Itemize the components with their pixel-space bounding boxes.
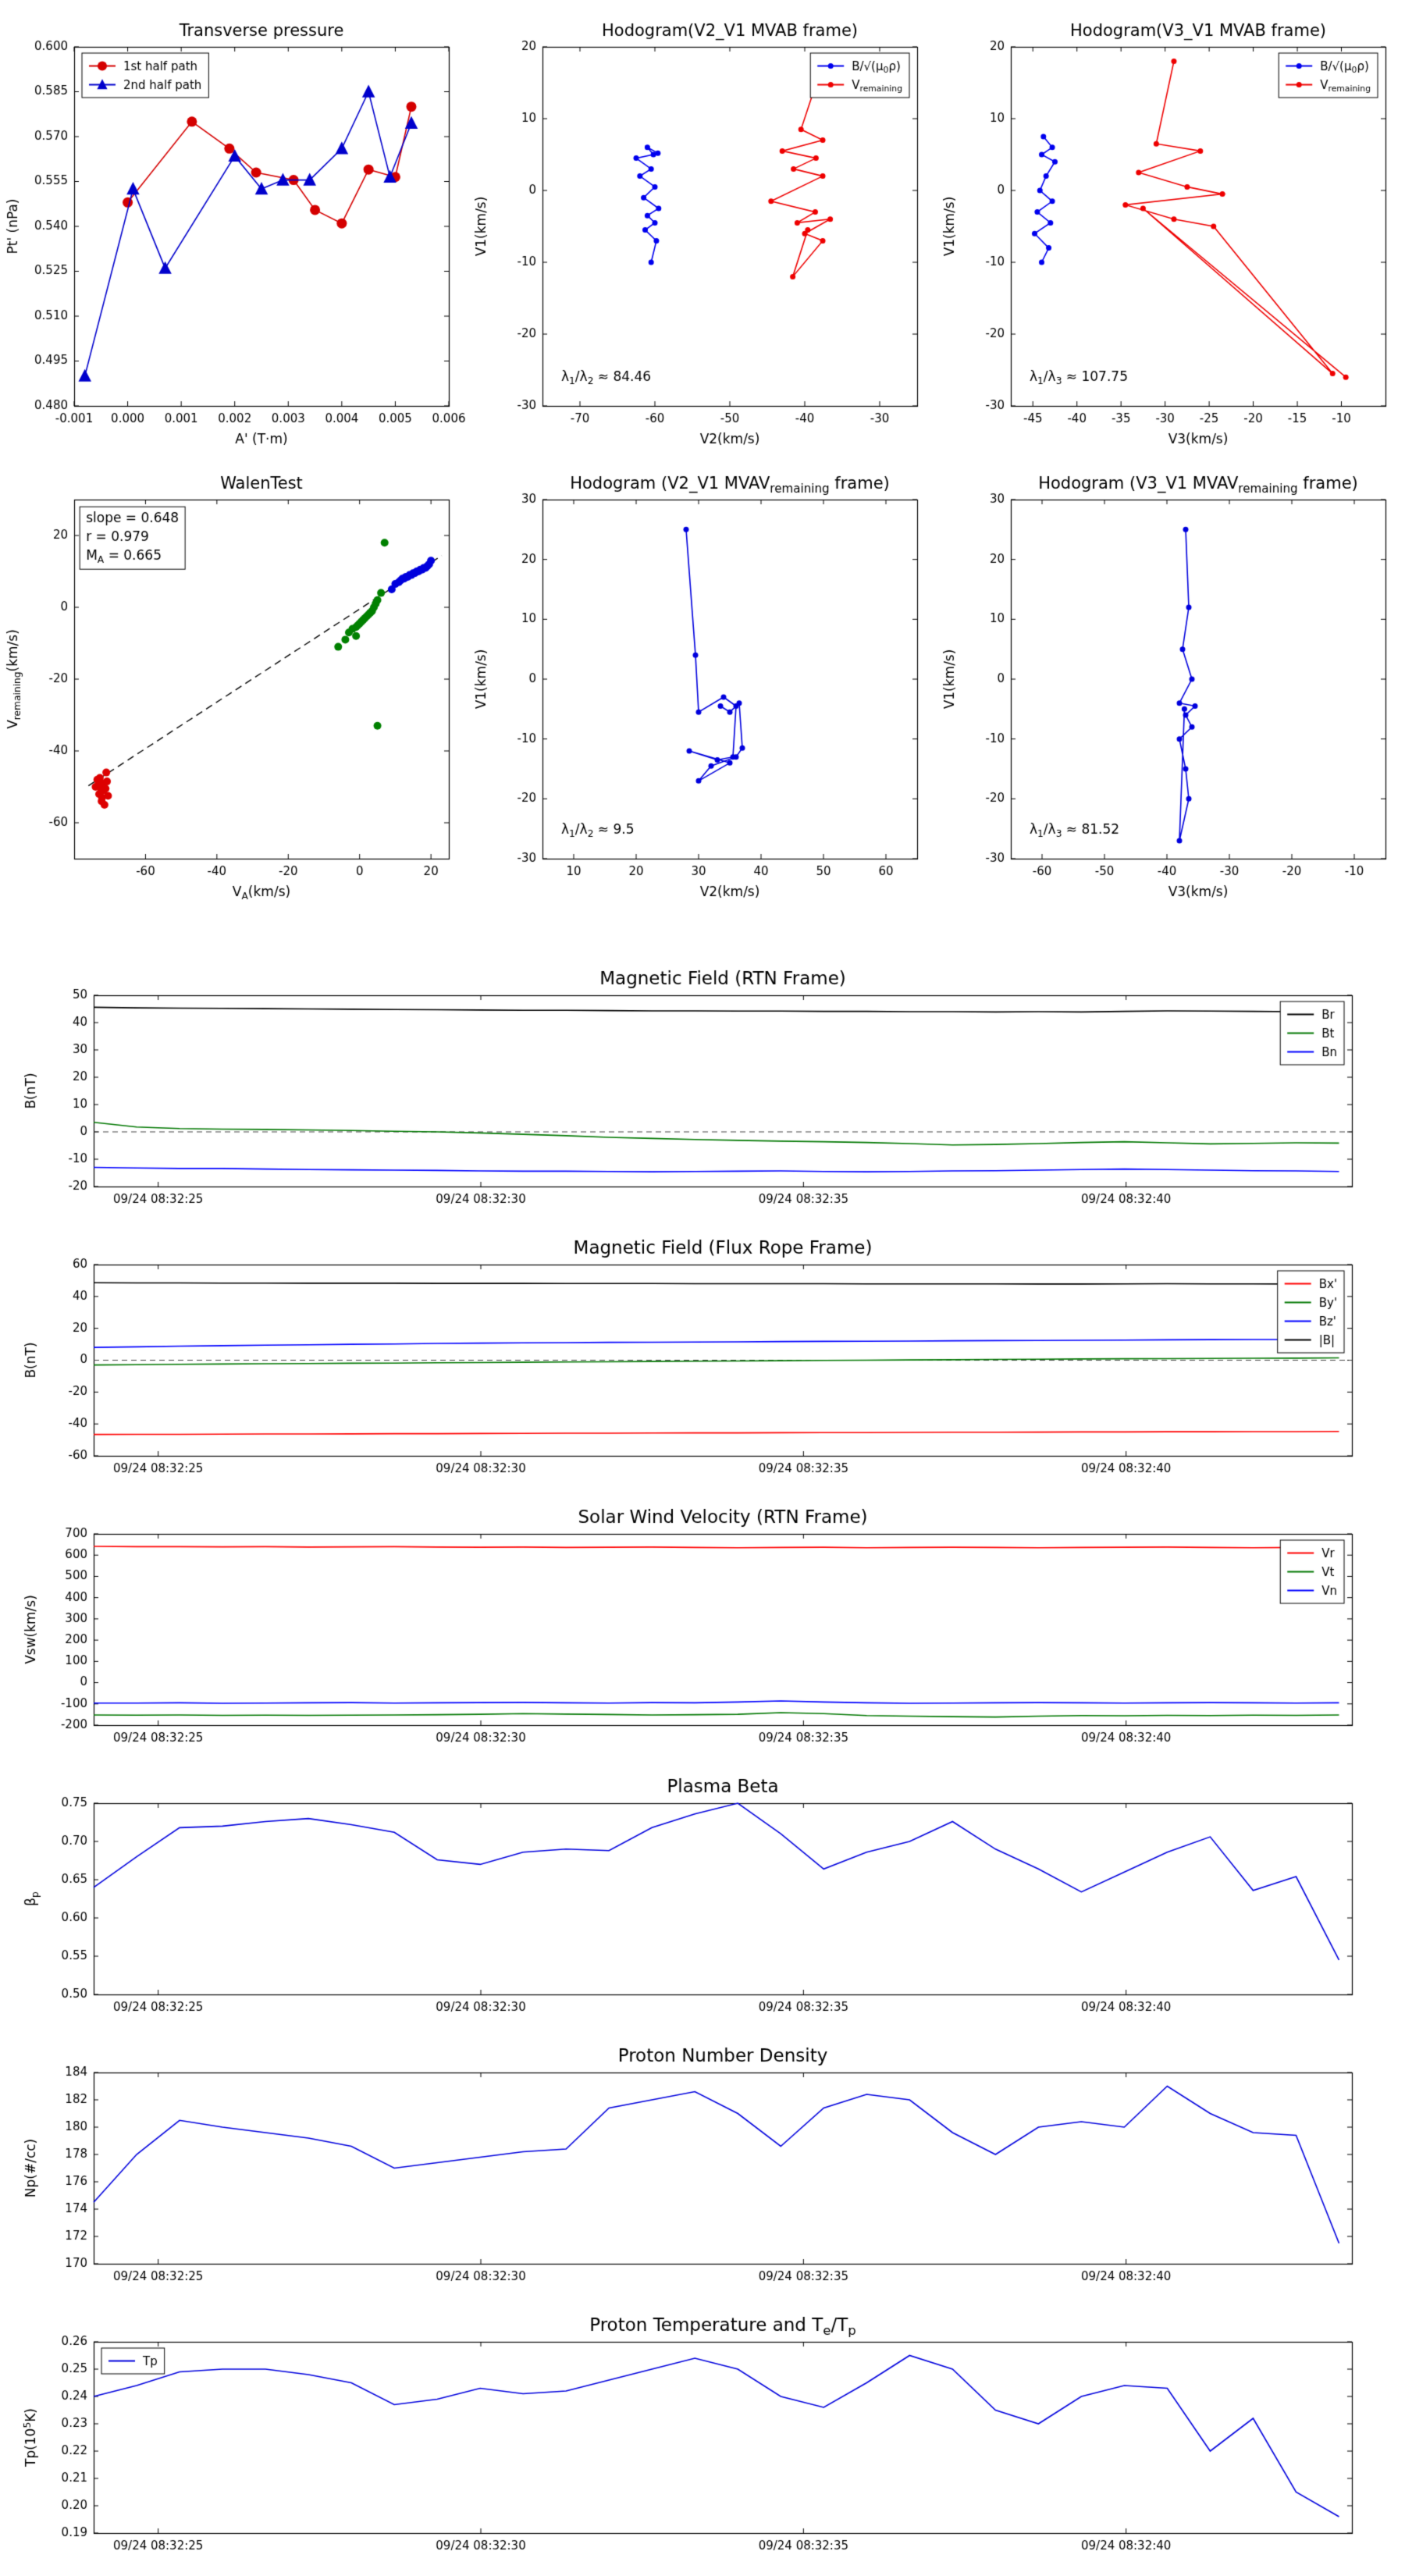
chart-hodogram-v3v1-mvab (937, 8, 1405, 461)
chart-proton-number-density (0, 2037, 1405, 2307)
row-gap (0, 913, 1405, 960)
chart-solar-wind-velocity (0, 1499, 1405, 1768)
chart-magnetic-field-rtn (0, 960, 1405, 1229)
chart-hodogram-v2v1-mvav (468, 461, 937, 913)
chart-hodogram-v3v1-mvav (937, 461, 1405, 913)
scatter-row-2 (0, 461, 1405, 913)
chart-proton-temperature (0, 2307, 1405, 2576)
chart-transverse-pressure (0, 8, 468, 461)
chart-magnetic-field-flux-rope (0, 1229, 1405, 1499)
top-padding (0, 0, 1405, 8)
chart-plasma-beta (0, 1768, 1405, 2037)
scatter-row-1 (0, 8, 1405, 461)
chart-hodogram-v2v1-mvab (468, 8, 937, 461)
chart-walen-test (0, 461, 468, 913)
